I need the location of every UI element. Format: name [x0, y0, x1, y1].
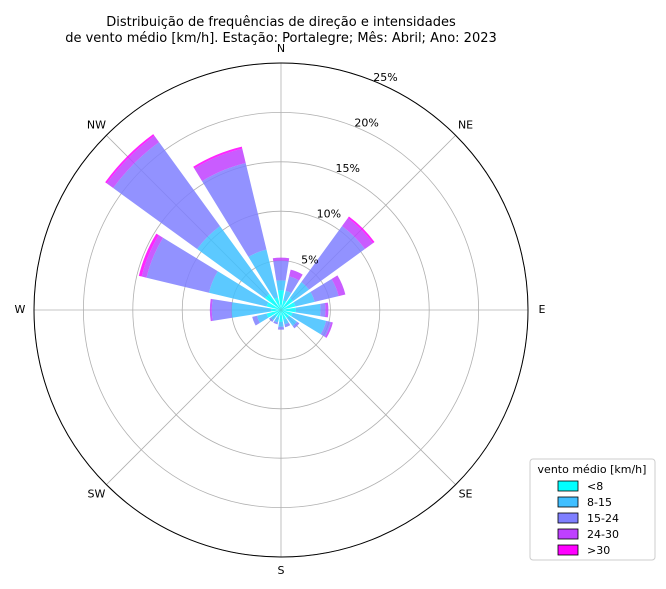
- bar-sw-series-1: [274, 310, 281, 317]
- bar-ese-series-2: [291, 312, 327, 335]
- bar-s-series-1: [279, 310, 283, 322]
- bar-e-series-2: [295, 303, 321, 317]
- bar-wsw-series-3: [252, 315, 260, 326]
- bar-wsw-series-1: [266, 310, 281, 318]
- bar-s-series-3: [277, 326, 285, 330]
- bar-nnw-series-1: [274, 297, 281, 310]
- bar-sw-series-3: [269, 317, 274, 322]
- bar-sw-series-2: [270, 314, 277, 321]
- legend-swatch-5: [557, 544, 579, 556]
- polar-grid: [33, 62, 529, 558]
- bar-ssw-series-1: [276, 310, 281, 318]
- bar-ne-series-1: [281, 298, 293, 310]
- legend-label-5: >30: [587, 544, 610, 557]
- bar-nw-series-2: [197, 226, 270, 299]
- bar-nne-series-2: [283, 290, 292, 302]
- bar-nne-series-1: [281, 300, 287, 310]
- direction-label-s: S: [278, 564, 285, 577]
- bar-ssw-series-2: [274, 316, 280, 323]
- legend-swatch-4: [557, 528, 579, 540]
- bar-e-series-1: [281, 307, 296, 313]
- direction-label-n: N: [277, 42, 285, 55]
- radial-tick-label-1: 5%: [301, 253, 318, 266]
- bar-w-series-1: [271, 308, 281, 312]
- direction-label-ne: NE: [458, 118, 473, 131]
- bar-ssw-series-3: [273, 320, 279, 325]
- bar-ene-series-4: [331, 275, 346, 297]
- legend-swatch-2: [557, 496, 579, 508]
- chart-title-line-1: Distribuição de frequências de direção e…: [106, 15, 456, 30]
- direction-label-sw: SW: [88, 488, 106, 501]
- bar-nw-series-3: [113, 142, 221, 250]
- bar-sse-series-1: [281, 310, 287, 320]
- legend-swatch-3: [557, 512, 579, 524]
- bar-wnw-series-5: [138, 233, 159, 277]
- bar-n-series-2: [276, 280, 286, 291]
- bar-e-series-4: [324, 302, 329, 318]
- bar-ene-series-1: [281, 302, 296, 310]
- bar-ese-series-3: [320, 320, 331, 337]
- legend-label-4: 24-30: [587, 528, 619, 541]
- bar-nnw-series-3: [202, 163, 267, 257]
- legend-swatch-1: [557, 480, 579, 492]
- radial-tick-labels: 5% 10% 15% 20% 25%: [301, 71, 398, 267]
- chart-title-line-2: de vento médio [km/h]. Estação: Portaleg…: [65, 31, 497, 46]
- bar-ne-series-4: [341, 218, 373, 250]
- bar-w-series-4: [209, 298, 213, 322]
- legend-items: <8 8-15 15-24 24-30 >30: [557, 480, 619, 557]
- bar-se-series-1: [281, 310, 289, 318]
- legend-label-3: 15-24: [587, 512, 619, 525]
- bar-w-series-2: [231, 302, 272, 318]
- radial-tick-label-4: 20%: [354, 116, 378, 129]
- bar-wnw-series-2: [208, 271, 269, 307]
- polar-frame: [33, 62, 529, 558]
- bar-n-series-3: [273, 260, 289, 281]
- bar-nnw-series-5: [193, 146, 243, 169]
- bar-sse-series-2: [283, 318, 289, 325]
- bar-wnw-series-3: [146, 237, 218, 293]
- bar-nw-series-4: [106, 135, 160, 189]
- bar-ene-series-3: [310, 279, 339, 302]
- radial-tick-label-2: 10%: [317, 208, 341, 221]
- bar-nnw-series-4: [194, 148, 246, 182]
- bar-sse-series-3: [284, 322, 291, 328]
- bar-e-series-3: [320, 303, 326, 317]
- bar-wnw-series-4: [141, 235, 164, 278]
- legend-label-2: 8-15: [587, 496, 612, 509]
- direction-label-nw: NW: [87, 118, 106, 131]
- bar-nne-series-3: [285, 276, 300, 294]
- bar-wnw-series-1: [266, 302, 281, 310]
- bar-w-series-3: [211, 299, 233, 321]
- bar-se-series-2: [286, 315, 297, 326]
- legend: vento médio [km/h] <8 8-15 15-24 24-30 >30: [529, 458, 656, 561]
- bar-ne-series-2: [289, 282, 309, 302]
- direction-label-e: E: [539, 303, 546, 316]
- bar-ese-series-4: [324, 321, 333, 338]
- bar-ne-series-5: [347, 216, 375, 244]
- grid-spoke-6: [106, 309, 282, 485]
- bar-n-series-4: [272, 257, 290, 262]
- wind-rose-bars: [105, 134, 375, 338]
- radial-tick-label-3: 15%: [335, 162, 359, 175]
- direction-labels: N NE E SE S SW W NW: [15, 42, 546, 577]
- bar-nw-series-1: [265, 294, 281, 310]
- bar-nnw-series-2: [248, 249, 279, 300]
- bar-nne-series-4: [289, 269, 303, 281]
- bar-se-series-3: [292, 321, 300, 329]
- bar-nw-series-5: [105, 134, 155, 184]
- legend-title: vento médio [km/h]: [538, 463, 647, 476]
- bar-ese-series-1: [281, 310, 293, 317]
- bar-wsw-series-2: [256, 313, 269, 323]
- direction-label-se: SE: [459, 488, 473, 501]
- bar-n-series-1: [277, 290, 285, 310]
- grid-spoke-4: [280, 309, 456, 485]
- bar-ne-series-3: [301, 226, 365, 290]
- direction-label-w: W: [15, 303, 26, 316]
- bar-ene-series-2: [293, 291, 315, 307]
- legend-label-1: <8: [587, 480, 603, 493]
- bar-s-series-2: [278, 321, 284, 327]
- radial-tick-label-5: 25%: [373, 71, 397, 84]
